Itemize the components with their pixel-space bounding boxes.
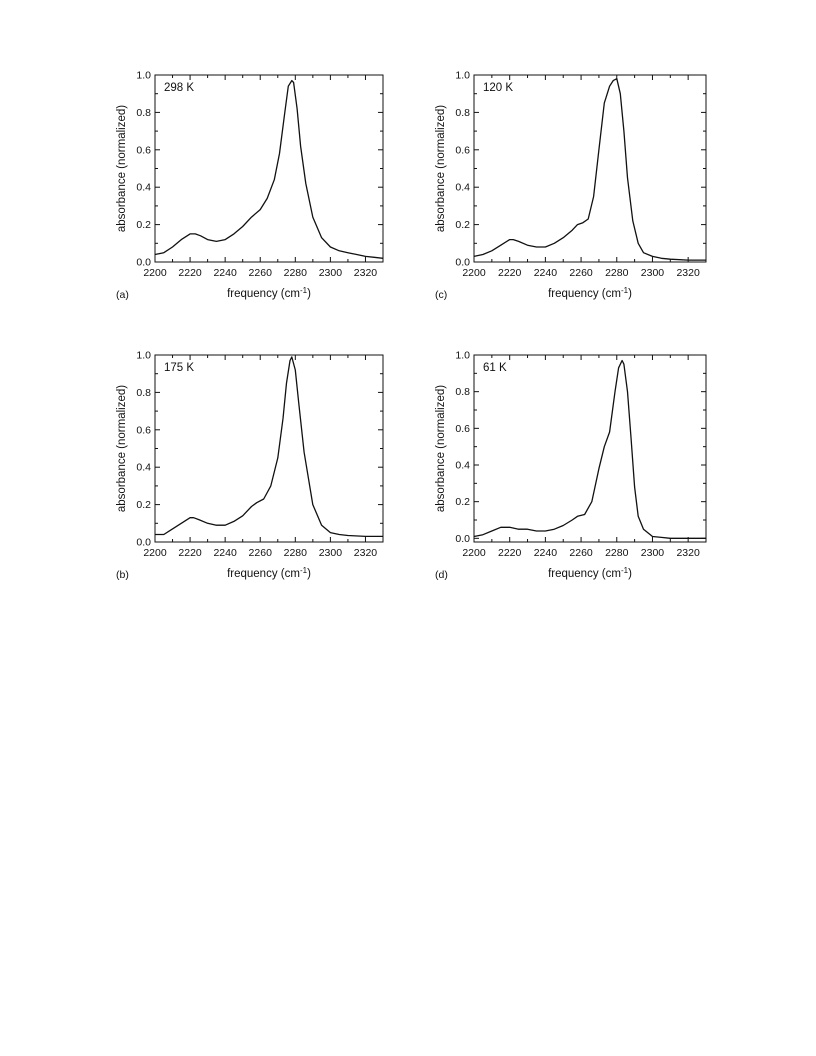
- x-axis-label: frequency (cm-1): [227, 566, 311, 580]
- x-tick-label: 2260: [569, 267, 593, 279]
- y-tick-label: 0.2: [136, 219, 151, 231]
- temperature-annotation: 61 K: [483, 362, 507, 374]
- y-tick-label: 0.8: [136, 107, 151, 119]
- x-tick-label: 2280: [284, 267, 308, 279]
- x-tick-label: 2200: [143, 267, 167, 279]
- y-tick-label: 0.4: [136, 462, 151, 474]
- x-tick-label: 2280: [284, 547, 308, 559]
- y-tick-label: 0.4: [455, 460, 470, 472]
- x-tick-label: 2220: [498, 547, 522, 559]
- x-tick-label: 2300: [641, 267, 665, 279]
- x-axis-label: frequency (cm-1): [548, 566, 632, 580]
- x-tick-label: 2320: [676, 547, 700, 559]
- plot-frame: [473, 74, 707, 263]
- x-tick-label: 2200: [462, 547, 486, 559]
- x-tick-label: 2240: [213, 547, 237, 559]
- x-tick-label: 2280: [605, 267, 629, 279]
- x-tick-label: 2280: [605, 547, 629, 559]
- panel-label: (a): [116, 289, 129, 301]
- y-tick-label: 0.2: [136, 499, 151, 511]
- series-line: [154, 79, 384, 259]
- x-tick-label: 2200: [462, 267, 486, 279]
- plot-frame: [473, 354, 707, 543]
- y-tick-label: 0.2: [455, 219, 470, 231]
- y-tick-label: 0.0: [455, 257, 470, 269]
- x-tick-label: 2240: [534, 547, 558, 559]
- y-tick-label: 0.4: [455, 182, 470, 194]
- series-line: [155, 356, 383, 538]
- y-tick-label: 0.6: [455, 423, 470, 435]
- chart-panel: 2200 2220 2240 2260 2280 2300 2320 0.0 0.2 0.4 0.6…: [116, 350, 384, 581]
- chart-panel: 2200 2220 2240 2260 2280 2300 2320 0.0 0.2 0.4 0.6…: [116, 70, 384, 301]
- y-tick-label: 0.0: [136, 537, 151, 549]
- y-axis-label: absorbance (normalized): [116, 385, 128, 512]
- chart-panel: 2200 2220 2240 2260 2280 2300 2320 0.0 0.2 0.4 0.6…: [435, 70, 707, 301]
- panel-label: (b): [116, 569, 129, 581]
- y-tick-label: 0.8: [136, 387, 151, 399]
- y-tick-label: 0.2: [455, 496, 470, 508]
- y-tick-label: 1.0: [455, 350, 470, 362]
- y-tick-label: 0.6: [455, 144, 470, 156]
- y-tick-label: 0.8: [455, 107, 470, 119]
- x-tick-label: 2220: [178, 547, 202, 559]
- x-tick-label: 2220: [178, 267, 202, 279]
- x-tick-label: 2320: [354, 547, 378, 559]
- y-tick-label: 0.6: [136, 424, 151, 436]
- x-axis-label: frequency (cm-1): [227, 286, 311, 300]
- y-tick-label: 0.8: [455, 386, 470, 398]
- x-tick-label: 2300: [319, 267, 343, 279]
- y-tick-label: 1.0: [136, 70, 151, 82]
- x-tick-label: 2260: [249, 267, 273, 279]
- y-tick-label: 0.4: [136, 182, 151, 194]
- y-tick-label: 0.0: [455, 533, 470, 545]
- plot-frame: [154, 354, 384, 543]
- y-axis-label: absorbance (normalized): [116, 105, 128, 232]
- series-line: [473, 78, 706, 261]
- y-tick-label: 1.0: [455, 70, 470, 82]
- panel-label: (c): [435, 289, 447, 301]
- x-tick-label: 2300: [319, 547, 343, 559]
- panel-label: (d): [435, 569, 448, 581]
- x-tick-label: 2260: [249, 547, 273, 559]
- x-tick-label: 2320: [676, 267, 700, 279]
- temperature-annotation: 120 K: [483, 82, 513, 94]
- y-tick-label: 0.6: [136, 144, 151, 156]
- x-tick-label: 2220: [498, 267, 522, 279]
- x-tick-label: 2240: [534, 267, 558, 279]
- x-tick-label: 2240: [213, 267, 237, 279]
- x-tick-label: 2200: [143, 547, 167, 559]
- y-tick-label: 1.0: [136, 350, 151, 362]
- temperature-annotation: 298 K: [164, 82, 194, 94]
- y-tick-label: 0.0: [136, 257, 151, 269]
- temperature-annotation: 175 K: [164, 362, 194, 374]
- series-line: [473, 359, 706, 539]
- y-axis-label: absorbance (normalized): [435, 385, 447, 512]
- chart-panel: 2200 2220 2240 2260 2280 2300 2320 0.0 0.2 0.4 0.6…: [435, 350, 707, 581]
- x-tick-label: 2300: [641, 547, 665, 559]
- x-tick-label: 2260: [569, 547, 593, 559]
- x-tick-label: 2320: [354, 267, 378, 279]
- x-axis-label: frequency (cm-1): [548, 286, 632, 300]
- y-axis-label: absorbance (normalized): [435, 105, 447, 232]
